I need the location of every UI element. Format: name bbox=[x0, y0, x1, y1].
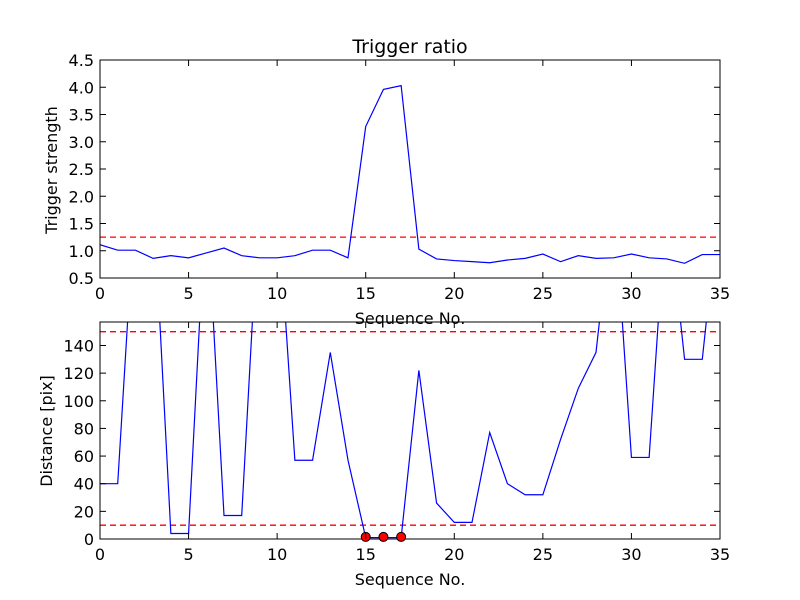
x-tick-label: 30 bbox=[621, 284, 641, 303]
plot-clip bbox=[100, 84, 720, 264]
x-tick-label: 0 bbox=[95, 545, 105, 564]
y-tick-label: 60 bbox=[74, 447, 94, 466]
x-tick-label: 35 bbox=[710, 284, 730, 303]
x-tick-label: 5 bbox=[183, 284, 193, 303]
y-tick-label: 4.0 bbox=[69, 78, 94, 97]
x-tick-label: 15 bbox=[356, 284, 376, 303]
x-tick-label: 35 bbox=[710, 545, 730, 564]
trigger-ratio-chart: Trigger ratio Trigger strength Sequence … bbox=[42, 36, 730, 328]
y-tick-label: 120 bbox=[63, 364, 94, 383]
x-axis-label: Sequence No. bbox=[355, 570, 466, 589]
x-tick-label: 25 bbox=[533, 284, 553, 303]
y-tick-label: 3.5 bbox=[69, 106, 94, 125]
x-tick-label: 30 bbox=[621, 545, 641, 564]
y-tick-label: 2.0 bbox=[69, 187, 94, 206]
axes-frame bbox=[99, 321, 721, 540]
series-line-0 bbox=[100, 322, 707, 539]
x-axis-label: Sequence No. bbox=[355, 309, 466, 328]
y-tick-label: 40 bbox=[74, 475, 94, 494]
x-tick-label: 15 bbox=[356, 545, 376, 564]
y-tick-label: 0.5 bbox=[69, 269, 94, 288]
y-axis-label: Distance [pix] bbox=[37, 375, 56, 487]
x-tick-label: 25 bbox=[533, 545, 553, 564]
x-tick-label: 5 bbox=[183, 545, 193, 564]
x-tick-label: 0 bbox=[95, 284, 105, 303]
y-tick-label: 3.0 bbox=[69, 133, 94, 152]
series-line-0 bbox=[100, 84, 720, 264]
marker-point-1 bbox=[378, 531, 389, 542]
x-tick-label: 20 bbox=[444, 284, 464, 303]
marker-point-2 bbox=[396, 531, 407, 542]
x-tick-label: 10 bbox=[267, 545, 287, 564]
y-tick-label: 2.5 bbox=[69, 160, 94, 179]
y-tick-label: 140 bbox=[63, 336, 94, 355]
plot-clip bbox=[100, 322, 720, 539]
plot-area: 0 5 10 15 20 25 30 35 0.5 1.0 1.5 2.0 2.5 3.0 3.5 4.0 4.… bbox=[69, 51, 731, 303]
x-tick-label: 10 bbox=[267, 284, 287, 303]
distance-chart: Distance [pix] Sequence No. 0 5 10 15 20 25 30… bbox=[37, 321, 730, 589]
y-tick-label: 20 bbox=[74, 502, 94, 521]
x-tick-label: 20 bbox=[444, 545, 464, 564]
y-tick-label: 1.5 bbox=[69, 215, 94, 234]
y-tick-label: 0 bbox=[84, 530, 94, 549]
plot-area: 0 5 10 15 20 25 30 35 0 20 40 60 80 100 120 140 bbox=[63, 321, 730, 564]
y-tick-label: 1.0 bbox=[69, 242, 94, 261]
y-tick-label: 100 bbox=[63, 392, 94, 411]
y-tick-label: 4.5 bbox=[69, 51, 94, 70]
y-axis-label: Trigger strength bbox=[42, 106, 61, 235]
y-tick-label: 80 bbox=[74, 419, 94, 438]
chart-title: Trigger ratio bbox=[351, 36, 467, 58]
